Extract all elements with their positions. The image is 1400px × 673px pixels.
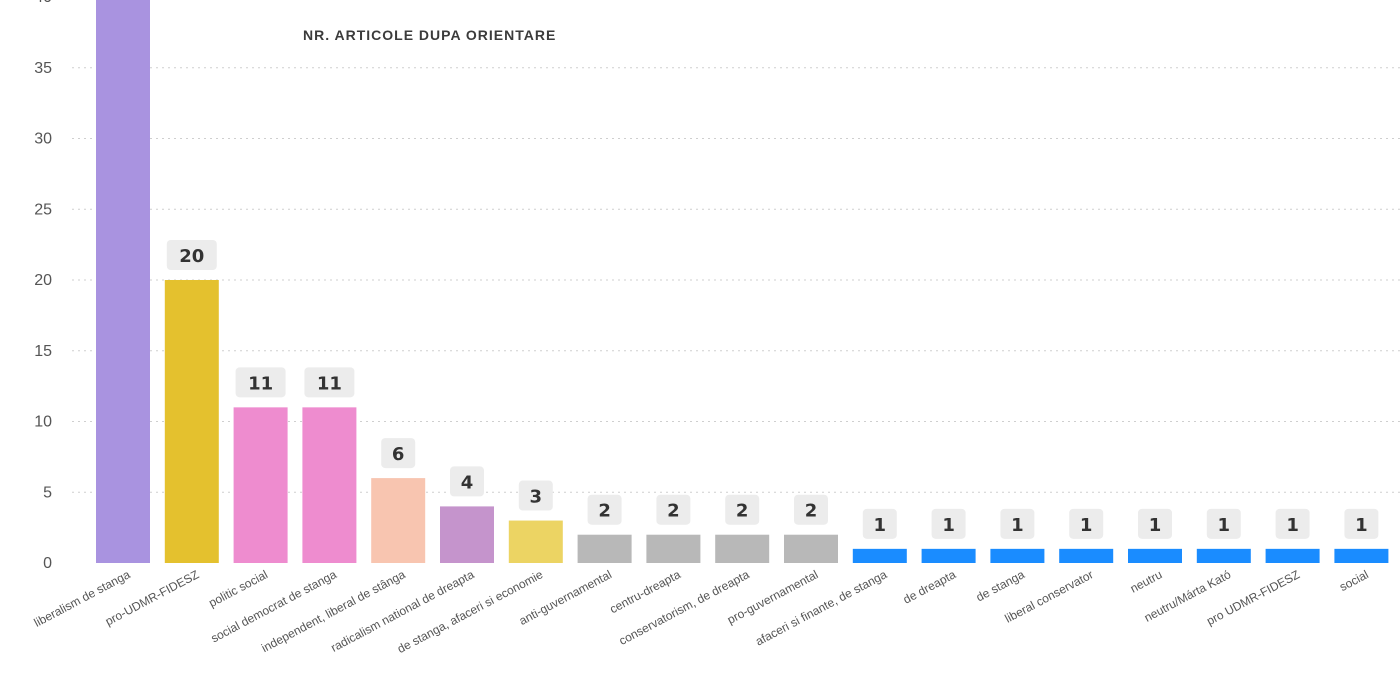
data-label-bg <box>1000 508 1035 539</box>
y-tick-label: 0 <box>43 555 52 572</box>
data-label-bg <box>725 494 760 525</box>
data-label-bg <box>1069 508 1104 539</box>
data-label-bg <box>587 494 622 525</box>
bar <box>508 520 563 563</box>
data-label-bg <box>656 494 691 525</box>
bar <box>440 506 494 563</box>
bar <box>990 548 1045 563</box>
data-label: 2 <box>736 501 749 522</box>
bar <box>1196 548 1251 563</box>
bars <box>96 0 1389 563</box>
bar <box>233 407 288 563</box>
data-label-bg <box>235 367 286 398</box>
data-label-bg <box>1275 508 1310 539</box>
data-label-bg <box>794 494 828 525</box>
data-label: 1 <box>1286 515 1299 536</box>
bar <box>1059 548 1114 563</box>
data-label: 2 <box>805 501 818 522</box>
data-label: 1 <box>1218 515 1231 536</box>
x-tick-label: neutru <box>1128 567 1165 595</box>
x-tick-label: politic social <box>206 567 270 610</box>
data-label: 1 <box>942 515 955 536</box>
bar <box>784 534 838 563</box>
y-tick-label: 35 <box>34 60 52 77</box>
y-axis-ticks: 0 5 10 15 20 25 30 35 40 <box>34 0 52 572</box>
x-tick-label: de stanga <box>974 567 1027 604</box>
data-label-bg <box>1344 508 1379 539</box>
data-label-bg <box>1138 508 1172 539</box>
y-tick-label: 10 <box>34 414 52 431</box>
data-label: 1 <box>1080 515 1093 536</box>
data-label: 2 <box>667 501 680 522</box>
data-label-bg <box>166 240 217 270</box>
data-label-bg <box>304 367 355 398</box>
y-tick-label: 30 <box>34 131 52 148</box>
bar <box>921 548 976 563</box>
bar <box>371 478 426 563</box>
data-label: 1 <box>1149 515 1162 536</box>
data-label-bg <box>862 508 897 539</box>
x-tick-label: social democrat de stanga <box>209 567 340 645</box>
data-label-bg <box>1206 508 1241 539</box>
y-tick-label: 5 <box>43 484 52 501</box>
bar <box>96 0 150 563</box>
x-tick-label: social <box>1337 567 1371 594</box>
bar <box>852 548 907 563</box>
data-label: 20 <box>179 246 204 267</box>
data-label: 1 <box>1011 515 1024 536</box>
data-label: 11 <box>248 373 273 394</box>
bar <box>1265 548 1320 563</box>
data-label-bg <box>450 466 484 497</box>
data-label-bg <box>381 438 416 469</box>
bar <box>1334 548 1389 563</box>
data-label: 6 <box>392 444 405 465</box>
y-tick-label: 20 <box>34 272 52 289</box>
bar <box>577 534 632 563</box>
x-tick-label: afaceri si finante, de stanga <box>753 567 889 648</box>
data-label-bg <box>931 508 966 539</box>
bar <box>302 407 357 563</box>
bar <box>715 534 770 563</box>
y-tick-label: 25 <box>34 201 52 218</box>
bar <box>164 280 219 563</box>
y-tick-label: 40 <box>34 0 52 6</box>
data-label: 4 <box>461 472 474 493</box>
data-label: 2 <box>598 501 611 522</box>
bar <box>646 534 701 563</box>
y-tick-label: 15 <box>34 343 52 360</box>
chart-title: NR. ARTICOLE DUPA ORIENTARE <box>303 27 556 43</box>
data-label: 1 <box>1355 515 1368 536</box>
x-tick-label: conservatorism, de dreapta <box>617 567 752 648</box>
data-label-bg <box>518 480 553 511</box>
bar <box>1128 548 1182 563</box>
x-tick-label: de dreapta <box>901 567 959 606</box>
data-label: 1 <box>874 515 887 536</box>
data-label: 11 <box>317 373 342 394</box>
data-label: 3 <box>530 487 543 508</box>
